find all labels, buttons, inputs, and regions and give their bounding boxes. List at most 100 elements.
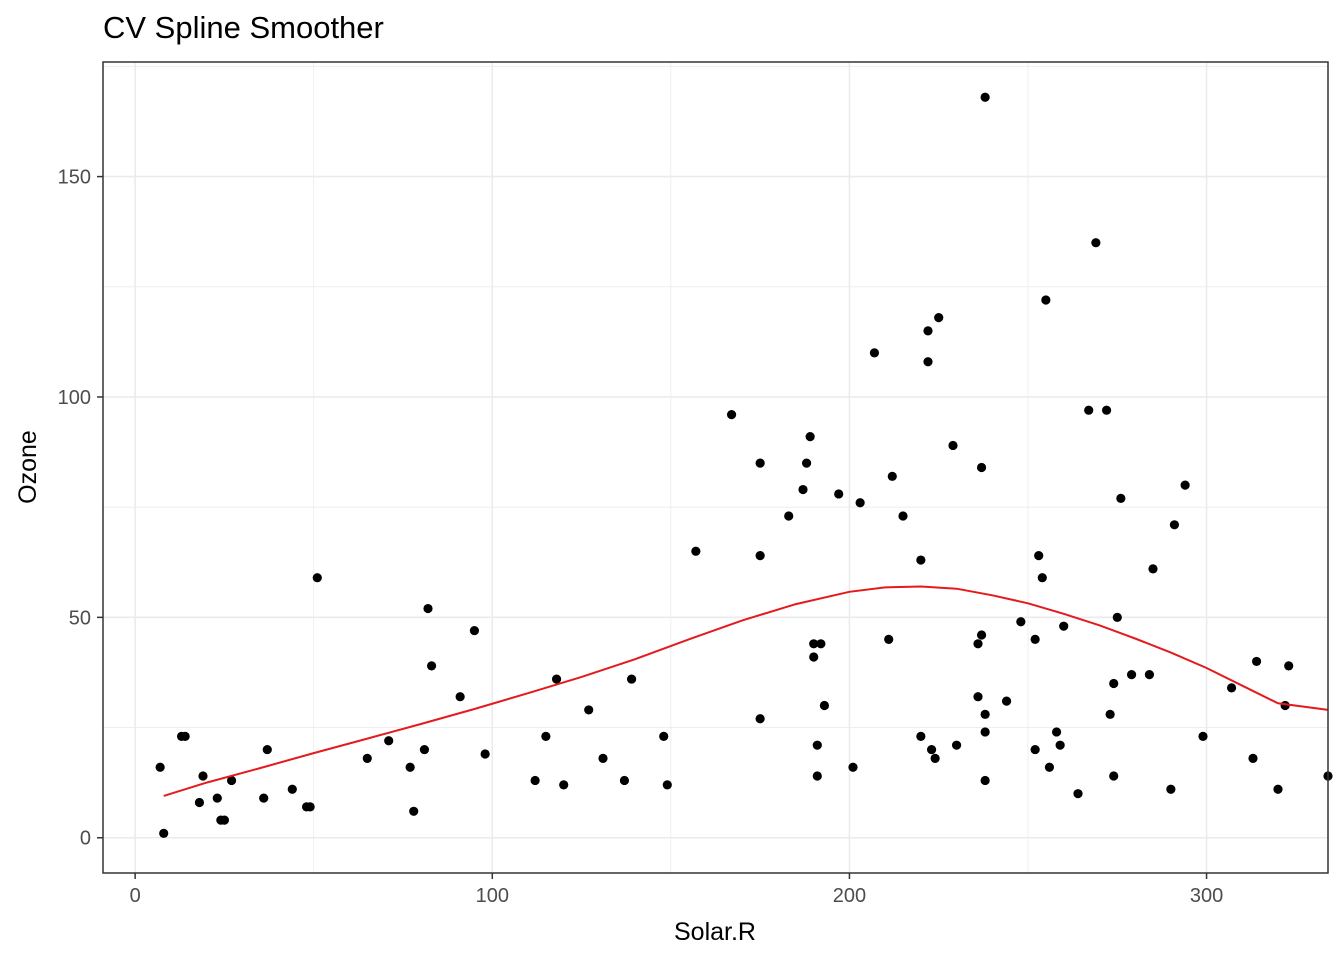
data-point xyxy=(1030,744,1040,755)
data-point xyxy=(1016,617,1026,627)
data-point xyxy=(659,731,669,741)
data-point xyxy=(916,731,926,741)
data-point xyxy=(1169,520,1180,530)
data-point xyxy=(980,775,990,786)
x-tick-label: 200 xyxy=(833,885,866,907)
data-point xyxy=(1041,295,1051,305)
data-point xyxy=(584,705,594,715)
data-point xyxy=(1109,771,1119,781)
data-point xyxy=(551,674,562,684)
scatter-points xyxy=(155,92,1333,838)
data-point xyxy=(1198,731,1208,741)
data-point xyxy=(287,784,297,794)
data-point xyxy=(1030,634,1040,644)
data-point xyxy=(1144,670,1155,680)
data-point xyxy=(819,700,830,711)
data-point xyxy=(1251,656,1262,667)
data-point xyxy=(834,489,844,499)
data-point xyxy=(1284,661,1294,671)
y-tick-label: 50 xyxy=(69,607,91,629)
data-point xyxy=(262,744,272,755)
data-point xyxy=(1073,789,1083,799)
data-point xyxy=(384,736,394,746)
data-point xyxy=(1148,564,1158,574)
data-point xyxy=(923,326,933,336)
data-point xyxy=(926,744,937,755)
data-point xyxy=(598,753,608,764)
data-point xyxy=(423,603,433,614)
data-point xyxy=(1051,727,1062,737)
data-point xyxy=(212,793,222,803)
data-point xyxy=(887,471,897,481)
data-point xyxy=(559,780,569,790)
data-point xyxy=(976,462,987,473)
data-point xyxy=(312,573,322,583)
data-point xyxy=(1055,740,1065,750)
data-point xyxy=(755,458,765,468)
y-tick-label: 150 xyxy=(58,167,91,189)
data-point xyxy=(1084,405,1094,415)
data-point xyxy=(884,634,894,644)
data-point xyxy=(934,313,944,323)
data-point xyxy=(1109,678,1119,689)
major-gridlines xyxy=(103,62,1328,873)
data-point xyxy=(426,661,437,671)
data-point xyxy=(805,432,815,442)
x-tick-label: 300 xyxy=(1190,885,1223,907)
data-point xyxy=(1112,612,1122,622)
panel-border xyxy=(102,61,1329,874)
y-tick-label: 100 xyxy=(58,387,91,409)
data-point xyxy=(980,727,990,737)
data-point xyxy=(812,771,822,781)
data-point xyxy=(755,714,765,724)
data-point xyxy=(1101,405,1112,415)
data-point xyxy=(1034,551,1044,561)
y-axis-ticks: 0 50 100 150 xyxy=(58,167,103,850)
data-point xyxy=(1248,753,1258,764)
data-point xyxy=(798,484,808,495)
data-point xyxy=(980,92,990,102)
data-point xyxy=(1116,493,1126,503)
data-point xyxy=(198,771,208,781)
data-point xyxy=(541,731,551,741)
x-axis-ticks: 0 100 200 300 xyxy=(130,873,1223,907)
data-point xyxy=(923,357,933,367)
data-point xyxy=(180,731,190,741)
data-point xyxy=(1037,573,1047,583)
data-point xyxy=(1001,696,1012,706)
data-point xyxy=(480,749,490,759)
data-point xyxy=(980,709,990,719)
data-point xyxy=(951,740,962,750)
data-point xyxy=(816,639,826,649)
data-point xyxy=(812,740,822,750)
x-tick-label: 100 xyxy=(476,885,509,907)
y-tick-label: 0 xyxy=(80,828,91,850)
data-point xyxy=(755,551,765,561)
data-point xyxy=(1226,683,1237,693)
data-point xyxy=(691,546,701,556)
data-point xyxy=(1273,784,1283,794)
data-point xyxy=(219,815,230,825)
data-point xyxy=(469,625,480,636)
data-point xyxy=(1126,670,1137,680)
data-point xyxy=(809,652,819,662)
data-point xyxy=(362,753,372,764)
data-point xyxy=(405,762,415,772)
data-point xyxy=(1105,709,1115,719)
data-point xyxy=(259,793,269,803)
data-point xyxy=(801,458,812,468)
data-point xyxy=(226,775,237,786)
data-point xyxy=(530,775,540,786)
spline-smoother-line xyxy=(163,585,1329,797)
data-point xyxy=(976,630,987,640)
data-point xyxy=(409,806,419,816)
data-point xyxy=(194,797,205,808)
data-point xyxy=(419,744,430,755)
data-point xyxy=(916,555,926,565)
data-point xyxy=(848,762,858,772)
data-point xyxy=(455,692,465,702)
y-axis-title: Ozone xyxy=(14,430,42,504)
data-point xyxy=(726,410,737,420)
data-point xyxy=(662,780,672,790)
